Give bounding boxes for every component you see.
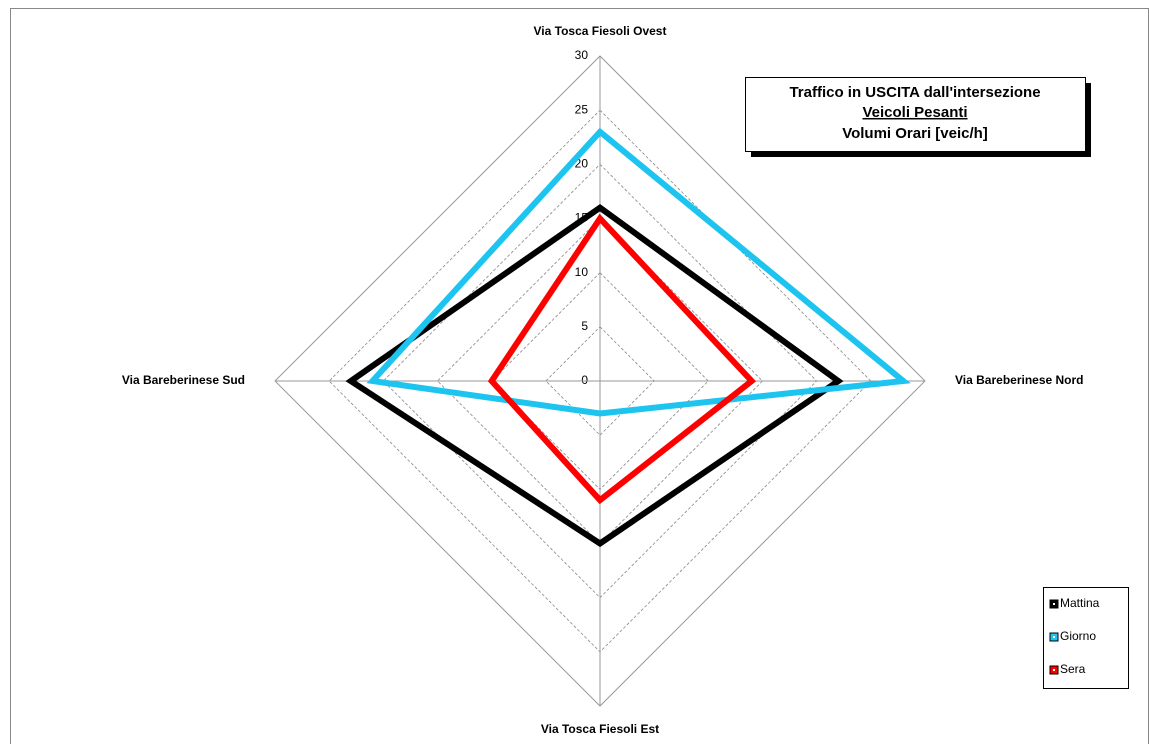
category-label: Via Bareberinese Nord [955,373,1084,387]
tick-label: 5 [581,319,588,333]
legend-items: Mattina Giorno Sera [1049,596,1100,676]
series-line [345,203,844,548]
legend-label: Mattina [1060,596,1100,610]
grid-ring [436,217,764,545]
title-line: Veicoli Pesanti [862,104,967,121]
legend-label: Sera [1060,662,1086,676]
tick-label: 30 [575,48,589,62]
legend-label: Giorno [1060,629,1096,643]
series-line [366,127,911,417]
category-label: Via Tosca Fiesoli Ovest [534,24,667,38]
title-line: Traffico in USCITA dall'intersezione [789,84,1040,101]
category-label: Via Bareberinese Sud [122,373,245,387]
legend-swatch-dot [1053,603,1055,605]
plot [345,127,911,548]
category-label: Via Tosca Fiesoli Est [541,722,659,736]
tick-label: 25 [575,102,589,116]
legend-swatch-dot [1053,669,1055,671]
title-line: Volumi Orari [veic/h] [842,125,988,142]
series-line [487,213,757,505]
tick-label: 0 [581,373,588,387]
tick-label: 10 [575,265,589,279]
title-box [745,77,1086,152]
legend-swatch-dot [1053,636,1055,638]
grid-ring [545,326,655,436]
